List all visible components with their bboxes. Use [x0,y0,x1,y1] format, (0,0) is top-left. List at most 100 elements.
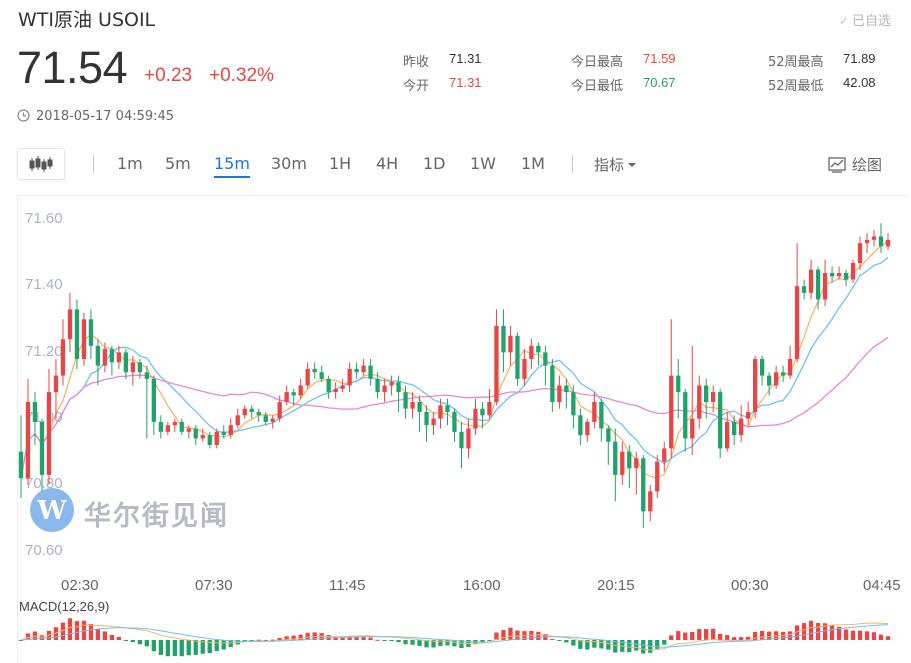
wallstreetcn-logo: W [30,488,74,532]
candle-body [25,402,31,479]
macd-bar [690,632,695,640]
toolbar-divider [572,155,573,173]
candle-body [410,402,415,409]
macd-bar [711,628,716,640]
caret-down-icon [628,163,637,167]
candle-body [571,392,576,416]
macd-bar [452,640,457,647]
macd-bar [599,640,604,649]
stat-value-day-low: 70.67 [643,75,676,90]
candle-body [822,273,828,300]
ma-line [20,240,889,479]
macd-bar [627,640,632,653]
watchlist-label: 已自选 [851,14,891,29]
candle-body [725,421,730,449]
macd-bar [200,640,205,654]
macd-bar [808,620,814,640]
macd-bar [878,634,884,640]
candle-body [732,421,737,436]
macd-bar [822,623,828,640]
macd-bar [641,640,646,654]
draw-button[interactable]: 绘图 [828,154,882,175]
candle-body [186,428,191,432]
stat-label-day-high: 今日最高 [571,55,624,70]
macd-bar [487,640,492,641]
candle-body [151,378,156,422]
candle-body [18,451,24,479]
candle-body [389,382,394,386]
candle-body [95,345,100,366]
y-tick-label: 71.60 [25,210,63,227]
stat-value-52w-low: 42.08 [843,75,876,90]
macd-bar [767,631,772,640]
macd-bar [725,635,730,640]
indicator-dropdown[interactable]: 指标 [594,154,637,175]
period-1d[interactable]: 1D [423,154,446,173]
indicator-label: 指标 [594,156,625,174]
candle-body [480,408,485,416]
macd-bar [74,621,80,640]
candle-body [508,335,513,353]
period-15m[interactable]: 15m [214,154,250,178]
candle-body [746,412,751,419]
macd-bar [871,632,877,640]
candle-body [850,263,856,280]
candle-body [298,385,303,396]
candle-body [116,352,121,363]
period-1mo[interactable]: 1M [521,154,545,173]
candle-body [767,375,772,386]
candle-body [578,415,583,436]
check-icon: ✓ [838,14,849,28]
macd-bar [634,640,639,651]
macd-bar [494,632,499,640]
candle-body [60,339,66,376]
stat-label-open: 今开 [403,79,430,94]
candle-body [158,421,163,432]
x-tick-label: 04:45 [863,577,901,594]
period-5m[interactable]: 5m [165,154,191,173]
macd-bar [284,636,289,640]
period-1h[interactable]: 1H [329,154,352,173]
candle-body [787,359,793,376]
macd-dif-line [20,622,889,651]
macd-bar [95,628,100,640]
macd-bar [389,640,394,641]
macd-bar [382,640,387,641]
candle-body [697,385,702,419]
macd-bar [88,624,94,640]
macd-bar [53,627,59,640]
candle-body [382,385,387,393]
candle-body [878,236,884,247]
quote-time: 2018-05-17 04:59:45 [17,109,174,124]
candle-body [305,368,310,386]
macd-bar [508,627,513,640]
watchlist-toggle[interactable]: ✓ 已自选 [839,10,891,29]
candle-body [88,319,94,346]
stat-value-prev-close: 71.31 [449,51,482,66]
period-4h[interactable]: 4H [376,154,399,173]
candle-body [683,392,688,439]
candle-body [291,392,296,396]
macd-bar [592,640,597,648]
candle-body [326,378,331,393]
candle-body [46,392,52,475]
candle-body [494,325,499,402]
chart-type-button[interactable] [17,148,65,180]
macd-bar [676,631,681,640]
candle-body [193,428,198,439]
candle-body [312,368,317,373]
period-1m[interactable]: 1m [117,154,143,173]
macd-bar [662,640,667,645]
candle-body [564,385,569,393]
period-1w[interactable]: 1W [470,154,496,173]
macd-bar [480,640,485,643]
chart-area[interactable] [17,195,907,663]
candle-body [242,408,247,416]
period-30m[interactable]: 30m [271,154,307,173]
candle-body [109,349,114,363]
macd-bar [739,637,744,640]
macd-bar [291,635,296,640]
candle-body [235,415,240,426]
candle-body [885,239,891,247]
macd-bar [571,640,576,646]
